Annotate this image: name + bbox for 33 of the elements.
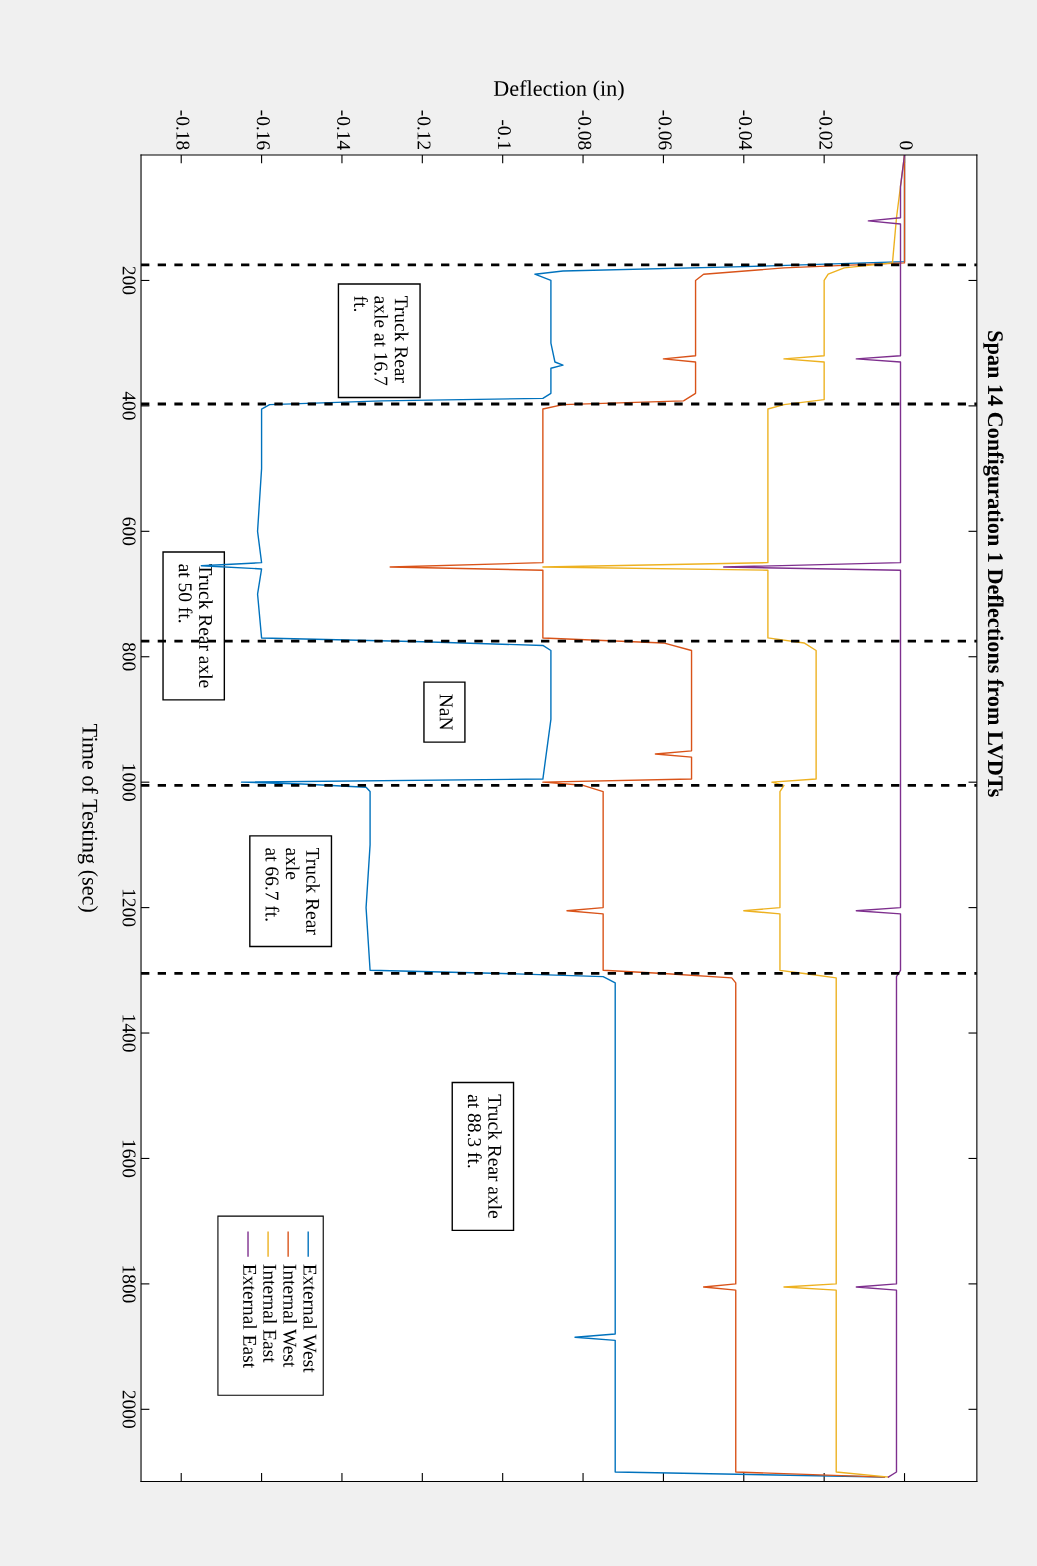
y-tick-label: 1400 xyxy=(122,1015,136,1052)
annotation: Truck Rear axle at 66.7 ft. xyxy=(265,847,320,935)
x-tick-label: -0.1 xyxy=(497,120,511,150)
y-tick-label: 600 xyxy=(122,517,136,546)
x-tick-label: -0.18 xyxy=(176,110,190,150)
legend-label: Internal West xyxy=(283,1264,297,1368)
x-axis-title: Deflection (in) xyxy=(493,80,624,101)
annotation: Truck Rear axle at 50 ft. xyxy=(178,563,213,688)
line-series xyxy=(723,155,906,1478)
text: Span 14 Configuration 1 Deflections from LVDTs xyxy=(983,331,1004,797)
annotation: Truck Rear axle at 16.7 ft. xyxy=(353,296,409,386)
annotation: NaN xyxy=(439,694,453,731)
y-tick-label: 1000 xyxy=(122,764,136,801)
y-axis-title: Time of Testing (sec) xyxy=(77,724,99,912)
y-tick-label: 200 xyxy=(122,266,136,295)
x-tick-label: -0.12 xyxy=(417,110,431,150)
x-tick-label: -0.08 xyxy=(578,110,592,150)
x-tick-label: 0 xyxy=(899,141,913,150)
legend-label: External West xyxy=(303,1264,318,1373)
y-tick-label: 400 xyxy=(122,391,136,420)
x-tick-label: -0.14 xyxy=(337,110,351,150)
x-tick-label: -0.16 xyxy=(256,110,270,150)
y-tick-label: 1800 xyxy=(122,1266,136,1303)
x-tick-label: -0.04 xyxy=(738,110,753,150)
y-tick-label: 800 xyxy=(122,642,136,671)
x-tick-label: -0.02 xyxy=(819,110,833,150)
legend-label: External East xyxy=(243,1264,257,1368)
y-tick-label: 2000 xyxy=(122,1390,136,1429)
y-tick-label: 1600 xyxy=(122,1140,136,1178)
legend-label: Internal East xyxy=(263,1264,277,1363)
x-tick-label: -0.06 xyxy=(658,110,672,150)
y-tick-label: 1200 xyxy=(122,889,136,927)
annotation: Truck Rear axle at 88.3 ft. xyxy=(467,1094,502,1219)
